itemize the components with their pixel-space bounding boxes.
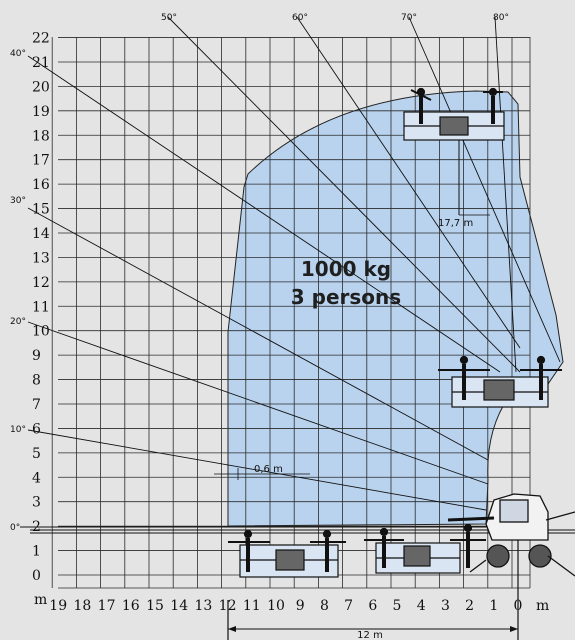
x-tick-label: 8: [320, 598, 329, 614]
y-tick-label: 4: [32, 470, 41, 486]
boom-angle-label: 0°: [10, 523, 20, 533]
y-tick-label: 15: [32, 202, 50, 218]
x-tick-label: 5: [393, 598, 402, 614]
x-tick-label: 4: [417, 598, 426, 614]
x-tick-label: 16: [122, 598, 140, 614]
platform-ground-right: [364, 523, 486, 574]
boom-angle-label: 50°: [161, 13, 177, 23]
x-axis-tick-labels: 19 18 17 16 15 14 13 12 11 10 9 8 7 6 5 4 3 2 1 0: [49, 598, 522, 614]
x-tick-label: 10: [267, 598, 285, 614]
boom-angle-line: [296, 16, 521, 349]
x-tick-label: 12: [219, 598, 237, 614]
y-tick-label: 2: [32, 519, 41, 535]
working-envelope-area: [227, 90, 564, 527]
boom-angle-label: 40°: [10, 49, 26, 59]
y-tick-label: 14: [32, 226, 50, 242]
x-tick-label: 2: [465, 598, 474, 614]
boom-angle-label: 30°: [10, 196, 26, 206]
boom-angle-label: 20°: [10, 317, 26, 327]
x-axis-unit-label: m: [536, 598, 549, 614]
y-tick-label: 5: [32, 446, 41, 462]
boom-angle-line: [27, 321, 489, 485]
y-tick-label: 21: [32, 55, 50, 71]
boom-angle-label: 70°: [401, 13, 417, 23]
y-tick-label: 3: [32, 495, 41, 511]
y-tick-label: 11: [32, 299, 50, 315]
x-tick-label: 19: [49, 598, 67, 614]
boom-angle-line: [27, 207, 489, 461]
x-tick-label: 1: [489, 598, 498, 614]
y-tick-label: 1: [32, 544, 41, 560]
x-tick-label: 3: [441, 598, 450, 614]
x-tick-label: 15: [146, 598, 164, 614]
boom-angle-line: [167, 16, 521, 373]
boom-angle-line: [408, 16, 561, 363]
y-tick-label: 17: [32, 153, 50, 169]
dimension-arrow-left: [228, 626, 236, 632]
x-tick-label: 7: [344, 598, 353, 614]
x-tick-label: 11: [243, 598, 261, 614]
y-tick-label: 9: [32, 348, 41, 364]
y-tick-label: 18: [32, 128, 50, 144]
y-tick-label: 7: [32, 397, 41, 413]
boom-angle-line: [494, 16, 517, 373]
x-tick-label: 0: [514, 598, 523, 614]
y-tick-label: 16: [32, 177, 50, 193]
x-tick-label: 18: [73, 598, 91, 614]
y-tick-label: 6: [32, 421, 41, 437]
y-tick-label: 10: [32, 324, 50, 340]
boom-angle-labels: 0° 10° 20° 30° 40° 50° 60° 70° 80°: [10, 13, 509, 533]
x-tick-label: 17: [98, 598, 116, 614]
y-tick-label: 20: [32, 79, 50, 95]
dimension-17-7-m-label: 17,7 m: [438, 218, 473, 229]
dimension-12-m-label: 12 m: [357, 630, 383, 640]
boom-angle-lines: [20, 16, 561, 528]
dimension-arrow-right: [510, 626, 518, 632]
boom-angle-label: 10°: [10, 425, 26, 435]
x-tick-label: 14: [170, 598, 188, 614]
platform-ground-left: [228, 529, 346, 578]
x-tick-label: 6: [368, 598, 377, 614]
y-axis-unit-label: m: [34, 592, 47, 608]
y-tick-label: 19: [32, 104, 50, 120]
platform-top: [403, 87, 505, 141]
platform-mid: [438, 355, 562, 408]
capacity-persons-label: 3 persons: [291, 285, 401, 309]
x-tick-label: 9: [296, 598, 305, 614]
capacity-load-label: 1000 kg: [301, 257, 391, 281]
y-tick-label: 22: [32, 31, 50, 47]
dimension-0-6-m-label: 0,6 m: [254, 464, 283, 475]
y-tick-label: 0: [32, 568, 41, 584]
y-tick-label: 13: [32, 250, 50, 266]
telehandler-machine: [447, 493, 575, 577]
boom-angle-label: 60°: [292, 13, 308, 23]
y-tick-label: 12: [32, 275, 50, 291]
boom-angle-line: [27, 55, 501, 373]
boom-angle-label: 80°: [493, 13, 509, 23]
boom-angle-line: [27, 429, 487, 511]
y-tick-label: 8: [32, 373, 41, 389]
x-tick-label: 13: [194, 598, 212, 614]
